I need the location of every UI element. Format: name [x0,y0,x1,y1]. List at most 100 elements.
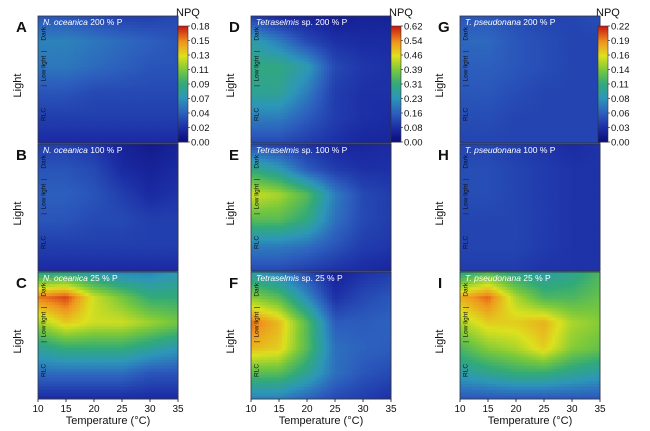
heatmap-cell [77,189,81,193]
heatmap-cell [169,198,173,202]
heatmap-cell [108,31,112,35]
heatmap-cell [94,299,98,303]
heatmap-cell [164,249,168,254]
heatmap-cell [116,168,120,172]
heatmap-cell [102,314,106,318]
heatmap-cell [94,106,98,111]
heatmap-cell [91,43,95,47]
heatmap-cell [147,216,151,220]
heatmap-cell [40,267,44,272]
heatmap-cell [85,216,89,220]
heatmap-cell [122,139,126,144]
heatmap-cell [122,255,126,260]
heatmap-cell [40,237,44,242]
heatmap-cell [40,100,44,105]
heatmap-cell [108,153,112,157]
heatmap-cell [116,121,120,126]
heatmap-cell [141,284,145,288]
heatmap-cell [105,243,109,248]
heatmap-cell [172,144,176,148]
heatmap-cell [68,19,72,23]
heatmap-cell [141,28,145,32]
heatmap-cell [82,299,86,303]
heatmap-cell [40,258,44,263]
heatmap-cell [130,133,134,138]
heatmap-cell [88,258,92,263]
heatmap-cell [54,112,58,117]
heatmap-cell [169,258,173,263]
heatmap-cell [80,58,84,62]
heatmap-cell [152,275,156,279]
heatmap-cell [113,225,117,230]
heatmap-cell [46,308,50,312]
heatmap-cell [38,25,42,29]
heatmap-cell [52,97,56,102]
heatmap-cell [38,34,42,38]
heatmap-cell [175,88,179,92]
heatmap-cell [52,272,56,276]
heatmap-cell [166,43,170,47]
heatmap-cell [150,115,154,120]
heatmap-cell [46,103,50,108]
heatmap-cell [147,94,151,99]
heatmap-cell [175,79,179,83]
heatmap-cell [85,296,89,300]
heatmap-cell [68,243,72,248]
heatmap-cell [110,258,114,263]
heatmap-cell [164,272,168,276]
heatmap-cell [43,103,47,108]
heatmap-cell [124,210,128,214]
heatmap-cell [116,264,120,269]
heatmap-cell [85,305,89,309]
heatmap-cell [116,201,120,205]
heatmap-cell [94,258,98,263]
heatmap-cell [164,49,168,53]
heatmap-cell [74,183,78,187]
heatmap-cell [113,264,117,269]
heatmap-cell [40,79,44,83]
heatmap-cell [49,37,53,41]
heatmap-cell [74,281,78,285]
heatmap-cell [85,272,89,276]
heatmap-cell [152,290,156,294]
heatmap-cell [147,34,151,38]
heatmap-cell [136,82,140,86]
heatmap-cell [108,76,112,80]
heatmap-cell [136,228,140,233]
heatmap-cell [102,311,106,315]
heatmap-cell [155,88,159,92]
heatmap-cell [147,147,151,151]
heatmap-cell [110,171,114,175]
heatmap-cell [175,246,179,251]
heatmap-cell [161,177,165,181]
heatmap-cell [116,308,120,312]
heatmap-cell [46,180,50,184]
heatmap-cell [57,314,61,318]
heatmap-cell [155,16,159,20]
heatmap-cell [144,264,148,269]
heatmap-cell [144,287,148,291]
heatmap-cell [108,290,112,294]
heatmap-cell [54,31,58,35]
heatmap-cell [136,314,140,318]
heatmap-cell [164,258,168,263]
heatmap-cell [60,311,64,315]
heatmap-cell [40,88,44,92]
heatmap-cell [49,121,53,126]
heatmap-cell [147,165,151,169]
heatmap-cell [74,201,78,205]
heatmap-cell [152,314,156,318]
heatmap-cell [40,46,44,50]
heatmap-cell [158,293,162,297]
heatmap-cell [63,73,67,77]
heatmap-cell [164,231,168,236]
heatmap-cell [161,124,165,129]
heatmap-cell [136,76,140,80]
heatmap-cell [116,180,120,184]
heatmap-cell [138,177,142,181]
heatmap-cell [80,70,84,74]
heatmap-cell [155,267,159,272]
heatmap-cell [110,82,114,86]
heatmap-cell [46,97,50,102]
heatmap-cell [46,58,50,62]
